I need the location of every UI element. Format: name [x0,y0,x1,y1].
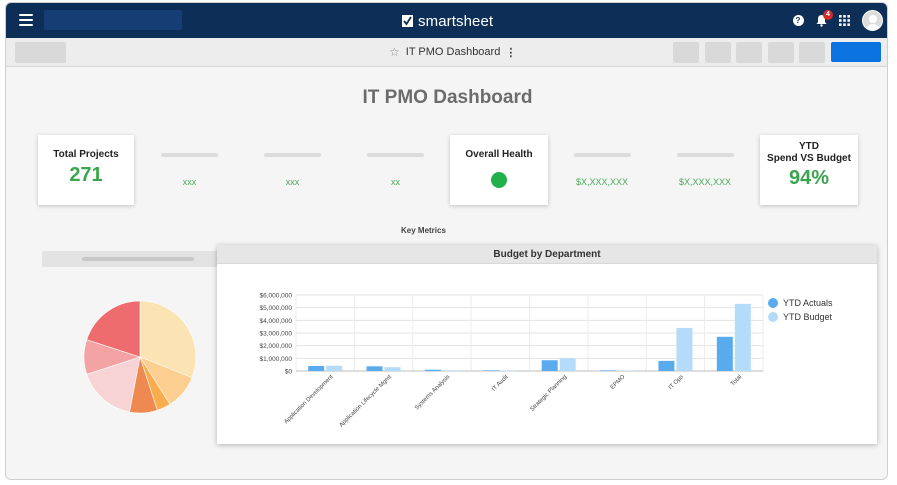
total-projects-card[interactable]: Total Projects 271 [38,135,134,205]
kebab-menu-icon[interactable]: ⋮ [505,46,517,59]
app-window: smartsheet ? 4 ☆ IT PMO Dashboard ⋮ [5,2,888,480]
overall-health-title: Overall Health [465,149,533,160]
sheet-title-area: ☆ IT PMO Dashboard ⋮ [389,45,516,59]
help-icon[interactable]: ? [790,13,806,29]
x-tick-label: IT Audit [491,374,510,393]
pie-slice-0[interactable] [139,300,197,379]
menu-icon[interactable] [19,14,33,26]
top-right-icons: ? 4 [783,8,883,33]
total-projects-title: Total Projects [53,149,119,160]
bar-budget-5[interactable] [618,370,635,371]
y-tick-label: $4,000,000 [259,318,292,325]
placeholder-value: xx [391,177,400,187]
x-tick-label: Application Lifecycle Mgmt [339,374,394,429]
legend-marker [768,312,778,322]
brand-logo[interactable]: smartsheet [402,11,493,31]
smartsheet-logo-icon [402,15,413,27]
dashboard-title: IT PMO Dashboard [362,87,533,108]
bar-actuals-7[interactable] [716,336,733,371]
bar-actuals-6[interactable] [658,360,675,371]
bar-budget-0[interactable] [326,365,343,371]
star-favorite-icon[interactable]: ☆ [389,45,400,59]
budget-chart-card[interactable]: Budget by Department $0 $1,000,000 $2,000,… [217,245,877,444]
apps-grid-icon[interactable] [836,13,852,29]
redacted-nav-block [44,10,182,30]
health-status-indicator [491,172,507,188]
placeholder-label-line [677,153,734,157]
department-pie-chart[interactable] [82,299,198,415]
sheet-title: IT PMO Dashboard [405,46,501,58]
bar-budget-4[interactable] [559,358,576,371]
ytd-value: 94% [788,167,830,189]
pie-slice-6[interactable] [86,300,141,358]
key-metrics-label: Key Metrics [401,226,446,235]
x-tick-label: IT Ops [668,374,685,391]
bar-actuals-5[interactable] [600,370,617,371]
y-tick-label: $6,000,000 [259,293,292,300]
chart-title: Budget by Department [217,245,877,264]
y-tick-label: $3,000,000 [259,331,292,338]
bar-budget-7[interactable] [734,303,751,371]
left-widget-header [42,251,220,267]
toolbar-button-3[interactable] [736,42,762,63]
overall-health-card[interactable]: Overall Health [450,135,548,205]
x-tick-label: EPMO [610,374,627,391]
bar-actuals-1[interactable] [366,366,383,371]
dashboard-canvas: IT PMO Dashboard Total Projects 271 xxx … [6,67,887,479]
ytd-title-line1: YTD [799,141,819,152]
y-tick-label: $5,000,000 [259,305,292,312]
user-avatar[interactable] [862,10,883,31]
placeholder-label-line [161,153,218,157]
bar-actuals-4[interactable] [541,360,558,371]
ytd-title-line2: Spend VS Budget [767,153,851,164]
bar-actuals-0[interactable] [308,365,325,371]
y-tick-label: $0 [285,369,293,376]
placeholder-value: $X,XXX,XXX [678,177,732,187]
ytd-spend-card[interactable]: YTD Spend VS Budget 94% [760,135,858,205]
bar-actuals-3[interactable] [483,370,500,371]
x-tick-label: Application Development [283,374,334,425]
bar-budget-6[interactable] [676,327,693,371]
toolbar-button-5[interactable] [799,42,825,63]
brand-name: smartsheet [418,12,494,30]
pie-slice-4[interactable] [86,356,141,413]
bar-budget-1[interactable] [384,367,401,371]
budget-bar-chart: $0 $1,000,000 $2,000,000 $3,000,000 $4,000,0… [259,293,833,429]
y-tick-label: $1,000,000 [259,356,292,363]
notifications-icon[interactable]: 4 [813,9,833,29]
legend-label: YTD Budget [783,312,833,322]
toolbar-button-2[interactable] [705,42,731,63]
placeholder-label-line [574,153,631,157]
placeholder-label-line [264,153,321,157]
share-button[interactable] [831,42,881,62]
notification-badge: 4 [823,9,833,20]
legend-marker [768,298,778,308]
sheet-toolbar: ☆ IT PMO Dashboard ⋮ [6,38,887,67]
top-nav-bar: smartsheet ? 4 [6,3,887,38]
x-tick-label: Strategic Planning [529,374,568,413]
total-projects-value: 271 [69,164,103,186]
placeholder-value: xxx [285,177,300,187]
back-button[interactable] [15,42,66,63]
placeholder-value: $X,XXX,XXX [575,177,629,187]
bar-budget-2[interactable] [442,370,459,371]
bar-budget-3[interactable] [501,370,518,372]
y-tick-label: $2,000,000 [259,343,292,350]
placeholder-label-line [367,153,424,157]
toolbar-button-1[interactable] [673,42,699,63]
x-tick-label: Systems Analysis [414,374,451,411]
bar-actuals-2[interactable] [424,369,441,371]
x-tick-label: Total [730,374,743,387]
toolbar-button-4[interactable] [768,42,794,63]
legend-label: YTD Actuals [783,298,833,308]
placeholder-value: xxx [182,177,197,187]
